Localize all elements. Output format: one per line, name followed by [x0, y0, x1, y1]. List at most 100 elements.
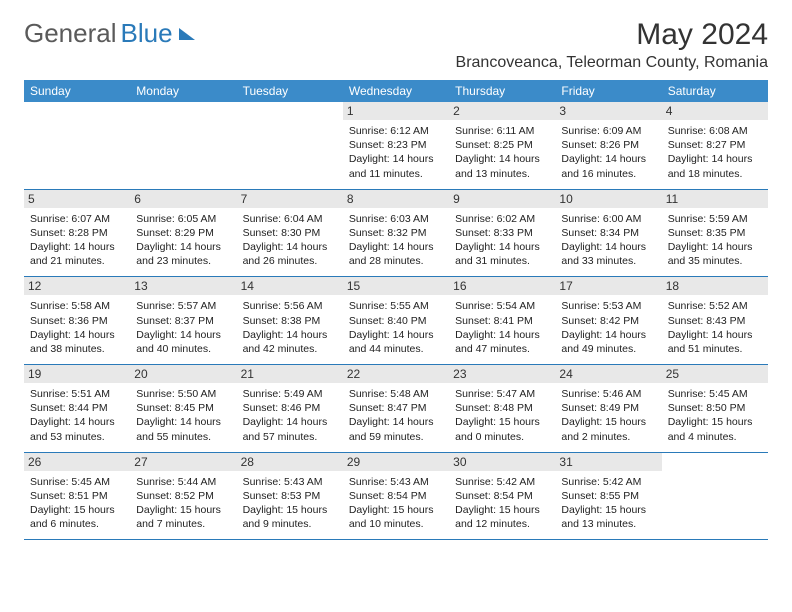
day-info-line: Sunrise: 6:05 AM	[136, 212, 230, 226]
day-info-line: Sunrise: 5:42 AM	[561, 475, 655, 489]
day-info-line: Sunset: 8:25 PM	[455, 138, 549, 152]
day-info-line: Sunset: 8:23 PM	[349, 138, 443, 152]
day-info-line: Sunset: 8:42 PM	[561, 314, 655, 328]
day-number: 21	[237, 365, 343, 383]
day-info-line: and 59 minutes.	[349, 430, 443, 444]
day-number: 4	[662, 102, 768, 120]
day-info-line: and 2 minutes.	[561, 430, 655, 444]
day-info-line: Sunset: 8:54 PM	[455, 489, 549, 503]
day-number: 19	[24, 365, 130, 383]
day-number: 5	[24, 190, 130, 208]
day-number: 28	[237, 453, 343, 471]
day-info-line: Sunrise: 5:57 AM	[136, 299, 230, 313]
day-info-line: Daylight: 14 hours	[455, 240, 549, 254]
week-row: 19Sunrise: 5:51 AMSunset: 8:44 PMDayligh…	[24, 365, 768, 453]
day-info-line: Sunset: 8:36 PM	[30, 314, 124, 328]
day-info-line: and 21 minutes.	[30, 254, 124, 268]
day-info-line: and 35 minutes.	[668, 254, 762, 268]
calendar-page: GeneralBlue May 2024 Brancoveanca, Teleo…	[0, 0, 792, 558]
day-info-line: Sunset: 8:50 PM	[668, 401, 762, 415]
day-info-line: and 33 minutes.	[561, 254, 655, 268]
weekday-header: SundayMondayTuesdayWednesdayThursdayFrid…	[24, 80, 768, 102]
day-cell: 10Sunrise: 6:00 AMSunset: 8:34 PMDayligh…	[555, 190, 661, 277]
day-number: 29	[343, 453, 449, 471]
day-number: 31	[555, 453, 661, 471]
day-info-line: Sunset: 8:51 PM	[30, 489, 124, 503]
day-info-line: and 12 minutes.	[455, 517, 549, 531]
calendar: SundayMondayTuesdayWednesdayThursdayFrid…	[24, 80, 768, 540]
weekday-label: Sunday	[24, 80, 130, 102]
day-number: 23	[449, 365, 555, 383]
day-cell	[24, 102, 130, 189]
weekday-label: Saturday	[662, 80, 768, 102]
day-number: 13	[130, 277, 236, 295]
header: GeneralBlue May 2024 Brancoveanca, Teleo…	[24, 18, 768, 72]
day-cell: 6Sunrise: 6:05 AMSunset: 8:29 PMDaylight…	[130, 190, 236, 277]
day-info-line: and 53 minutes.	[30, 430, 124, 444]
day-info-line: and 49 minutes.	[561, 342, 655, 356]
day-cell: 18Sunrise: 5:52 AMSunset: 8:43 PMDayligh…	[662, 277, 768, 364]
day-info-line: Sunrise: 6:11 AM	[455, 124, 549, 138]
day-number: 15	[343, 277, 449, 295]
day-info-line: Sunset: 8:38 PM	[243, 314, 337, 328]
day-cell: 8Sunrise: 6:03 AMSunset: 8:32 PMDaylight…	[343, 190, 449, 277]
day-info-line: Sunrise: 5:49 AM	[243, 387, 337, 401]
day-number: 18	[662, 277, 768, 295]
day-info-line: Daylight: 14 hours	[455, 152, 549, 166]
day-info-line: Daylight: 14 hours	[349, 152, 443, 166]
day-info-line: Sunset: 8:37 PM	[136, 314, 230, 328]
day-number: 6	[130, 190, 236, 208]
day-info-line: Daylight: 14 hours	[455, 328, 549, 342]
day-cell	[130, 102, 236, 189]
day-info-line: and 10 minutes.	[349, 517, 443, 531]
day-info-line: and 38 minutes.	[30, 342, 124, 356]
day-info-line: Daylight: 15 hours	[349, 503, 443, 517]
day-cell: 5Sunrise: 6:07 AMSunset: 8:28 PMDaylight…	[24, 190, 130, 277]
day-info-line: Sunrise: 5:56 AM	[243, 299, 337, 313]
day-cell: 26Sunrise: 5:45 AMSunset: 8:51 PMDayligh…	[24, 453, 130, 540]
day-info-line: and 11 minutes.	[349, 167, 443, 181]
day-number: 8	[343, 190, 449, 208]
day-info-line: Sunrise: 6:12 AM	[349, 124, 443, 138]
day-info-line: Sunrise: 5:44 AM	[136, 475, 230, 489]
day-info-line: Sunrise: 6:02 AM	[455, 212, 549, 226]
day-info-line: Sunrise: 5:48 AM	[349, 387, 443, 401]
day-cell: 16Sunrise: 5:54 AMSunset: 8:41 PMDayligh…	[449, 277, 555, 364]
day-info-line: Sunset: 8:33 PM	[455, 226, 549, 240]
day-info-line: Sunset: 8:29 PM	[136, 226, 230, 240]
day-info-line: Sunrise: 5:59 AM	[668, 212, 762, 226]
day-cell	[237, 102, 343, 189]
week-row: 5Sunrise: 6:07 AMSunset: 8:28 PMDaylight…	[24, 190, 768, 278]
day-cell: 3Sunrise: 6:09 AMSunset: 8:26 PMDaylight…	[555, 102, 661, 189]
day-cell: 28Sunrise: 5:43 AMSunset: 8:53 PMDayligh…	[237, 453, 343, 540]
day-info-line: Sunrise: 5:50 AM	[136, 387, 230, 401]
day-info-line: Daylight: 14 hours	[349, 328, 443, 342]
day-info-line: and 13 minutes.	[561, 517, 655, 531]
weekday-label: Friday	[555, 80, 661, 102]
day-info-line: and 57 minutes.	[243, 430, 337, 444]
day-info-line: Daylight: 15 hours	[668, 415, 762, 429]
day-info-line: and 40 minutes.	[136, 342, 230, 356]
day-cell: 20Sunrise: 5:50 AMSunset: 8:45 PMDayligh…	[130, 365, 236, 452]
day-info-line: Sunset: 8:54 PM	[349, 489, 443, 503]
weekday-label: Tuesday	[237, 80, 343, 102]
day-info-line: and 16 minutes.	[561, 167, 655, 181]
day-number: 9	[449, 190, 555, 208]
day-number: 17	[555, 277, 661, 295]
day-number: 7	[237, 190, 343, 208]
day-cell: 31Sunrise: 5:42 AMSunset: 8:55 PMDayligh…	[555, 453, 661, 540]
day-cell: 25Sunrise: 5:45 AMSunset: 8:50 PMDayligh…	[662, 365, 768, 452]
day-info-line: and 7 minutes.	[136, 517, 230, 531]
day-info-line: Daylight: 15 hours	[243, 503, 337, 517]
day-info-line: and 31 minutes.	[455, 254, 549, 268]
day-number: 20	[130, 365, 236, 383]
weeks: 1Sunrise: 6:12 AMSunset: 8:23 PMDaylight…	[24, 102, 768, 540]
day-info-line: Sunset: 8:48 PM	[455, 401, 549, 415]
day-info-line: Sunset: 8:41 PM	[455, 314, 549, 328]
day-info-line: Sunset: 8:34 PM	[561, 226, 655, 240]
day-info-line: Sunrise: 5:54 AM	[455, 299, 549, 313]
day-info-line: Sunrise: 5:51 AM	[30, 387, 124, 401]
day-info-line: Sunrise: 5:46 AM	[561, 387, 655, 401]
day-info-line: and 6 minutes.	[30, 517, 124, 531]
day-info-line: and 28 minutes.	[349, 254, 443, 268]
